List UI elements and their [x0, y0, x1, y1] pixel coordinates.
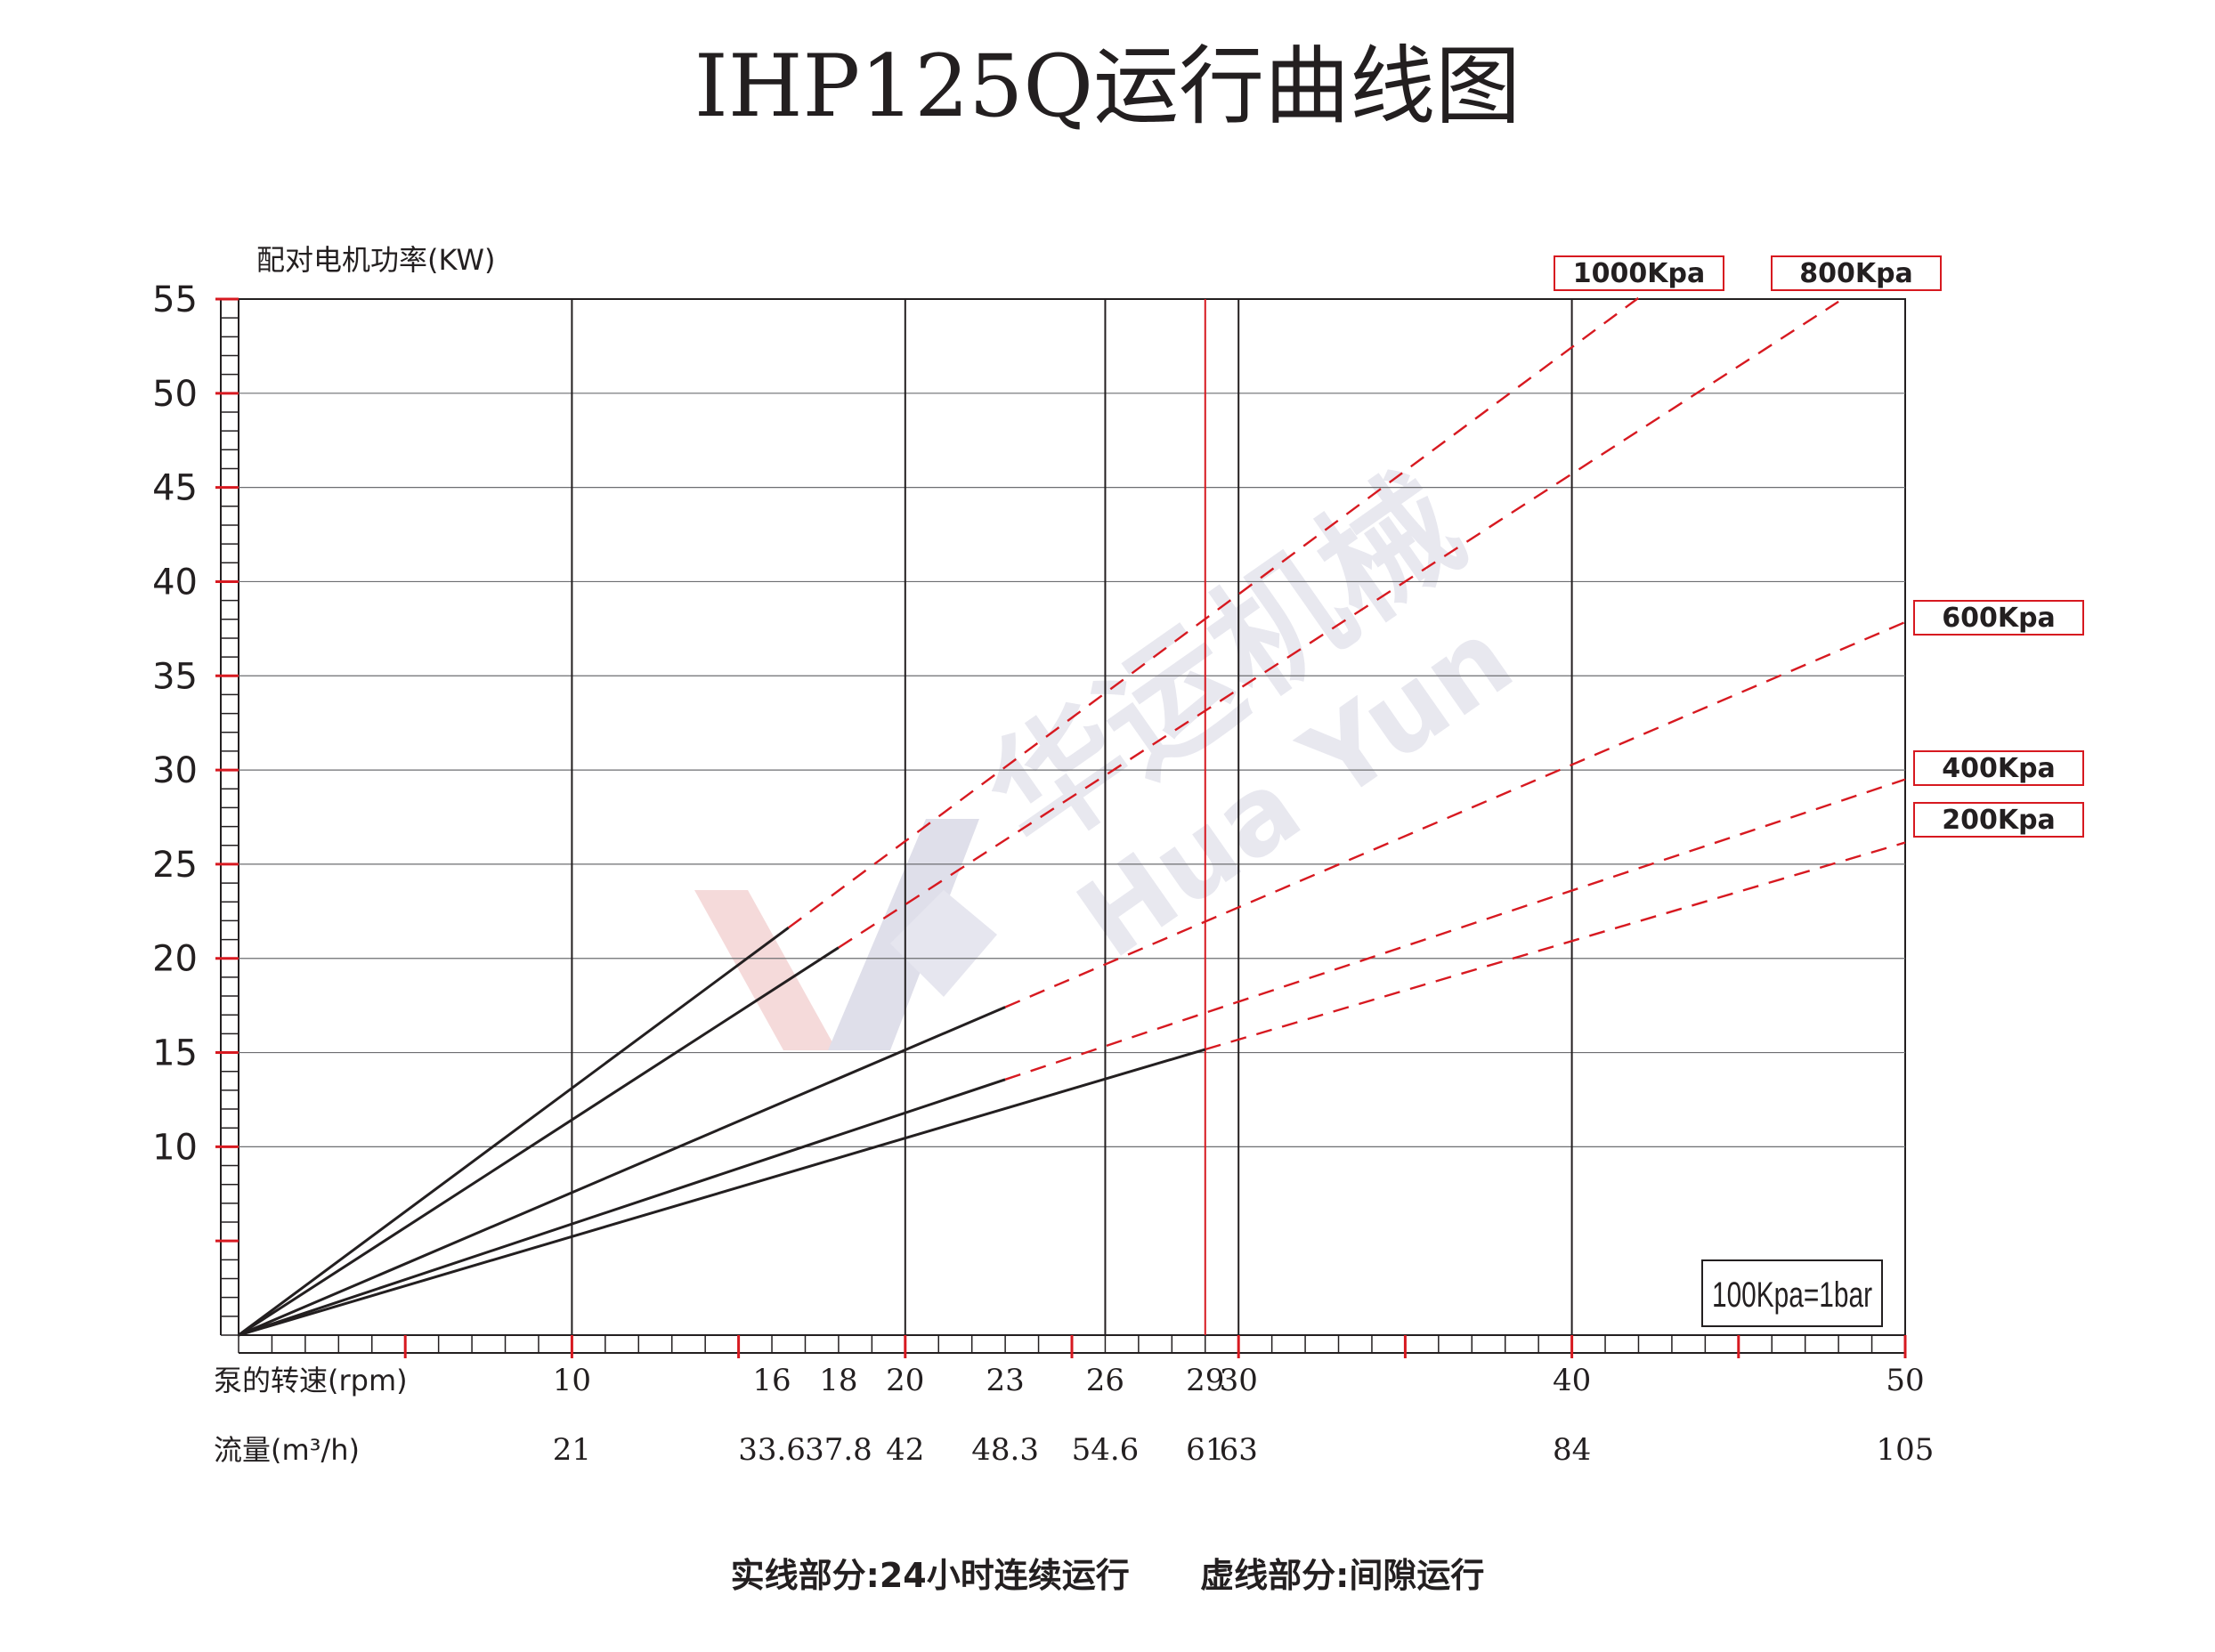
vertical-gridlines	[571, 299, 1573, 1335]
chart-title: IHP125Q运行曲线图	[694, 36, 1521, 136]
series-solid-line	[238, 1006, 1006, 1337]
x-tick-label-flow: 42	[886, 1432, 924, 1468]
y-tick-label: 15	[152, 1033, 198, 1074]
x-axis-label-rpm: 泵的转速(rpm)	[214, 1364, 408, 1397]
series-dashed-line	[788, 296, 1640, 929]
legend-label: 400Kpa	[1942, 753, 2056, 784]
x-tick-label-flow: 37.8	[805, 1432, 872, 1468]
x-tick-label-rpm: 40	[1553, 1363, 1591, 1398]
legend: 1000Kpa 800Kpa 600Kpa 400Kpa 200Kpa	[1554, 255, 2084, 838]
legend-box	[1913, 750, 2084, 786]
x-tick-label-rpm: 20	[886, 1363, 924, 1398]
y-axis-tick-labels: 10 15 20 25 30 35 40 45 50 55	[152, 279, 198, 1168]
footer-note: 实线部分:24小时连续运行 虚线部分:间隙运行	[731, 1556, 1485, 1595]
y-axis-label: 配对电机功率(KW)	[256, 243, 495, 277]
x-tick-label-rpm: 16	[752, 1363, 791, 1398]
unit-note-box: 100Kpa=1bar	[1701, 1259, 1883, 1327]
x-tick-label-flow: 48.3	[971, 1432, 1039, 1468]
x-tick-label-flow: 105	[1877, 1432, 1935, 1468]
unit-note: 100Kpa=1bar	[1712, 1275, 1872, 1315]
y-tick-label: 50	[152, 374, 198, 415]
x-tick-label-rpm: 18	[819, 1363, 857, 1398]
series-solid-line	[238, 946, 840, 1337]
x-axis-tick-labels: 10 21 16 33.6 18 37.8 20 42 23 48.3 26 54.6 29 61 30 63…	[553, 1363, 1935, 1468]
y-tick-label: 30	[152, 750, 198, 791]
x-tick-label-rpm: 30	[1220, 1363, 1258, 1398]
x-tick-label-flow: 61	[1186, 1432, 1224, 1468]
y-tick-label: 55	[152, 279, 198, 320]
horizontal-gridlines	[239, 393, 1905, 1147]
series-lines	[238, 296, 1906, 1337]
series-dashed-line	[1004, 620, 1906, 1008]
y-tick-label: 45	[152, 468, 198, 509]
x-tick-label-flow: 63	[1220, 1432, 1258, 1468]
legend-label: 800Kpa	[1799, 258, 1913, 289]
x-tick-label-flow: 21	[553, 1432, 591, 1468]
x-tick-label-rpm: 26	[1086, 1363, 1124, 1398]
x-axis-label-flow: 流量(m³/h)	[214, 1433, 360, 1467]
legend-box	[1771, 255, 1942, 291]
x-tick-label-flow: 54.6	[1072, 1432, 1140, 1468]
series-dashed-line	[1205, 841, 1906, 1051]
legend-label: 1000Kpa	[1573, 258, 1705, 289]
y-tick-label: 20	[152, 939, 198, 980]
y-tick-label: 10	[152, 1127, 198, 1168]
legend-box	[1554, 255, 1724, 291]
legend-label: 600Kpa	[1942, 603, 2056, 634]
legend-label: 200Kpa	[1942, 805, 2056, 836]
x-axis-ticks	[238, 1335, 1907, 1358]
series-solid-line	[238, 926, 790, 1337]
x-tick-label-rpm: 50	[1886, 1363, 1924, 1398]
y-tick-label: 25	[152, 845, 198, 886]
y-tick-label: 35	[152, 656, 198, 697]
x-tick-label-flow: 33.6	[738, 1432, 806, 1468]
series-solid-line	[238, 1048, 1206, 1337]
x-tick-label-rpm: 23	[986, 1363, 1024, 1398]
x-tick-label-rpm: 29	[1186, 1363, 1224, 1398]
x-tick-label-rpm: 10	[553, 1363, 591, 1398]
x-tick-label-flow: 84	[1553, 1432, 1591, 1468]
watermark-logo	[694, 819, 997, 1050]
series-dashed-line	[838, 300, 1839, 949]
y-tick-label: 40	[152, 562, 198, 603]
y-axis-ticks	[215, 297, 239, 1336]
legend-box	[1913, 802, 2084, 838]
legend-box	[1913, 600, 2084, 636]
series-solid-line	[238, 1078, 1006, 1337]
